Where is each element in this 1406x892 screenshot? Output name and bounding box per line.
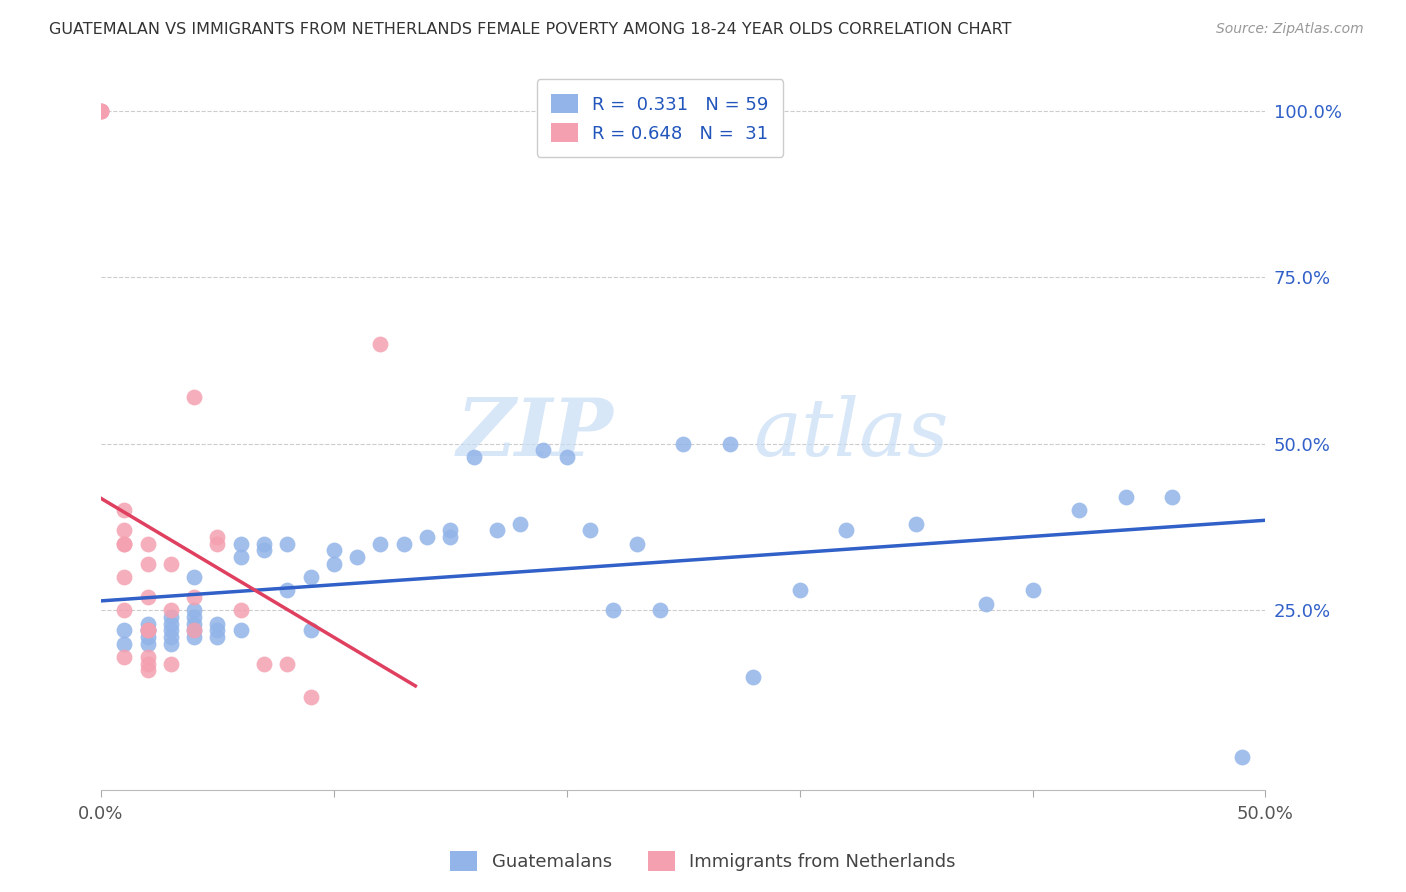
Point — [136, 657, 159, 671]
Text: GUATEMALAN VS IMMIGRANTS FROM NETHERLANDS FEMALE POVERTY AMONG 18-24 YEAR OLDS C: GUATEMALAN VS IMMIGRANTS FROM NETHERLAND… — [49, 22, 1012, 37]
Point — [112, 570, 135, 584]
Point — [322, 557, 344, 571]
Point — [299, 570, 322, 584]
Point — [136, 650, 159, 665]
Point — [159, 624, 181, 638]
Point — [626, 537, 648, 551]
Point — [136, 624, 159, 638]
Point — [392, 537, 415, 551]
Point — [905, 516, 928, 531]
Point — [299, 690, 322, 704]
Point — [789, 583, 811, 598]
Point — [136, 624, 159, 638]
Point — [229, 603, 252, 617]
Point — [112, 603, 135, 617]
Point — [229, 537, 252, 551]
Point — [579, 524, 602, 538]
Point — [253, 537, 276, 551]
Point — [370, 337, 392, 351]
Point — [439, 524, 461, 538]
Point — [276, 537, 298, 551]
Point — [974, 597, 997, 611]
Text: ZIP: ZIP — [457, 395, 613, 473]
Point — [159, 610, 181, 624]
Point — [183, 624, 205, 638]
Point — [112, 650, 135, 665]
Point — [159, 630, 181, 644]
Point — [229, 624, 252, 638]
Point — [648, 603, 671, 617]
Point — [1161, 490, 1184, 504]
Point — [370, 537, 392, 551]
Point — [136, 663, 159, 677]
Point — [276, 657, 298, 671]
Point — [112, 503, 135, 517]
Point — [207, 630, 229, 644]
Point — [672, 437, 695, 451]
Point — [602, 603, 624, 617]
Text: Source: ZipAtlas.com: Source: ZipAtlas.com — [1216, 22, 1364, 37]
Point — [253, 657, 276, 671]
Point — [718, 437, 741, 451]
Point — [207, 537, 229, 551]
Point — [112, 537, 135, 551]
Point — [183, 624, 205, 638]
Text: atlas: atlas — [754, 395, 949, 473]
Point — [136, 557, 159, 571]
Point — [485, 524, 508, 538]
Point — [835, 524, 858, 538]
Point — [509, 516, 531, 531]
Point — [229, 550, 252, 565]
Point — [90, 103, 112, 118]
Point — [1230, 750, 1253, 764]
Point — [112, 637, 135, 651]
Point — [207, 624, 229, 638]
Point — [112, 624, 135, 638]
Point — [533, 443, 555, 458]
Point — [112, 524, 135, 538]
Point — [1021, 583, 1043, 598]
Point — [183, 603, 205, 617]
Point — [90, 103, 112, 118]
Point — [90, 103, 112, 118]
Point — [159, 637, 181, 651]
Point — [322, 543, 344, 558]
Legend: R =  0.331   N = 59, R = 0.648   N =  31: R = 0.331 N = 59, R = 0.648 N = 31 — [537, 79, 783, 157]
Point — [253, 543, 276, 558]
Point — [555, 450, 578, 464]
Point — [136, 537, 159, 551]
Point — [183, 590, 205, 604]
Point — [159, 657, 181, 671]
Point — [112, 537, 135, 551]
Point — [159, 603, 181, 617]
Point — [183, 610, 205, 624]
Point — [136, 637, 159, 651]
Legend: Guatemalans, Immigrants from Netherlands: Guatemalans, Immigrants from Netherlands — [443, 844, 963, 879]
Point — [346, 550, 368, 565]
Point — [136, 630, 159, 644]
Point — [183, 390, 205, 404]
Point — [742, 670, 765, 684]
Point — [276, 583, 298, 598]
Point — [136, 624, 159, 638]
Point — [439, 530, 461, 544]
Point — [183, 616, 205, 631]
Point — [136, 590, 159, 604]
Point — [299, 624, 322, 638]
Point — [207, 530, 229, 544]
Point — [136, 624, 159, 638]
Point — [136, 616, 159, 631]
Point — [416, 530, 439, 544]
Point — [1069, 503, 1091, 517]
Point — [207, 616, 229, 631]
Point — [463, 450, 485, 464]
Point — [183, 570, 205, 584]
Point — [159, 557, 181, 571]
Point — [183, 630, 205, 644]
Point — [1115, 490, 1137, 504]
Point — [159, 616, 181, 631]
